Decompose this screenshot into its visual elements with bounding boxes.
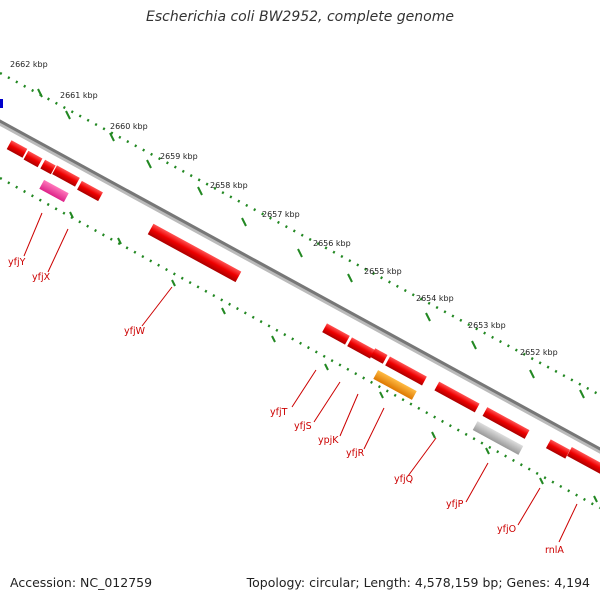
scale-label: 2653 kbp bbox=[468, 321, 506, 330]
scale-label: 2661 kbp bbox=[60, 91, 98, 100]
map-title: Escherichia coli BW2952, complete genome bbox=[146, 9, 454, 25]
backbone-shadow bbox=[0, 120, 600, 454]
scale-label: 2658 kbp bbox=[210, 181, 248, 190]
gene-label[interactable]: yfjW bbox=[124, 326, 146, 337]
gene-label[interactable]: yfjX bbox=[32, 272, 51, 283]
scale-label: 2654 kbp bbox=[416, 294, 454, 303]
scale-label: 2662 kbp bbox=[10, 60, 48, 69]
gene-label[interactable]: ypjK bbox=[318, 435, 339, 446]
accession-text: Accession: NC_012759 bbox=[10, 575, 153, 590]
scale-label: 2652 kbp bbox=[520, 348, 558, 357]
gene-block[interactable] bbox=[147, 223, 242, 283]
gene-features[interactable] bbox=[6, 140, 600, 475]
gene-block[interactable] bbox=[347, 337, 375, 359]
gene-block[interactable] bbox=[40, 159, 56, 175]
gene-block-orange[interactable] bbox=[373, 370, 417, 400]
blue-marker bbox=[0, 99, 3, 108]
gene-block[interactable] bbox=[567, 447, 600, 475]
inner-major-ticks bbox=[69, 211, 598, 503]
topology-text: Topology: circular; Length: 4,578,159 bp… bbox=[246, 575, 590, 590]
scale-label: 2659 kbp bbox=[160, 152, 198, 161]
gene-block[interactable] bbox=[6, 140, 28, 158]
scale-label: 2655 kbp bbox=[364, 267, 402, 276]
gene-label[interactable]: yfjY bbox=[8, 257, 26, 268]
gene-block[interactable] bbox=[77, 180, 103, 202]
inner-ruler bbox=[0, 176, 600, 510]
gene-label[interactable]: yfjR bbox=[346, 448, 365, 459]
gene-label[interactable]: rnlA bbox=[545, 545, 564, 556]
gene-block[interactable] bbox=[434, 381, 480, 413]
backbone bbox=[0, 119, 600, 451]
gene-block[interactable] bbox=[23, 150, 43, 168]
gene-block[interactable] bbox=[545, 439, 571, 459]
scale-label: 2656 kbp bbox=[313, 239, 351, 248]
scale-label: 2660 kbp bbox=[110, 122, 148, 131]
gene-label[interactable]: yfjT bbox=[270, 407, 288, 418]
gene-label[interactable]: yfjP bbox=[446, 499, 464, 510]
gene-label[interactable]: yfjQ bbox=[394, 474, 413, 485]
gene-block[interactable] bbox=[370, 348, 388, 364]
gene-block[interactable] bbox=[52, 165, 80, 187]
scale-label: 2657 kbp bbox=[262, 210, 300, 219]
gene-label[interactable]: yfjO bbox=[497, 524, 516, 535]
label-leaders bbox=[23, 212, 578, 543]
outer-ruler bbox=[0, 71, 600, 397]
gene-label[interactable]: yfjS bbox=[294, 421, 312, 432]
gene-block-pink[interactable] bbox=[39, 179, 69, 203]
gene-block-gray[interactable] bbox=[472, 421, 524, 455]
gene-block[interactable] bbox=[322, 323, 350, 345]
outer-major-ticks bbox=[37, 88, 585, 399]
gene-block[interactable] bbox=[385, 356, 427, 386]
gene-block[interactable] bbox=[482, 407, 530, 439]
